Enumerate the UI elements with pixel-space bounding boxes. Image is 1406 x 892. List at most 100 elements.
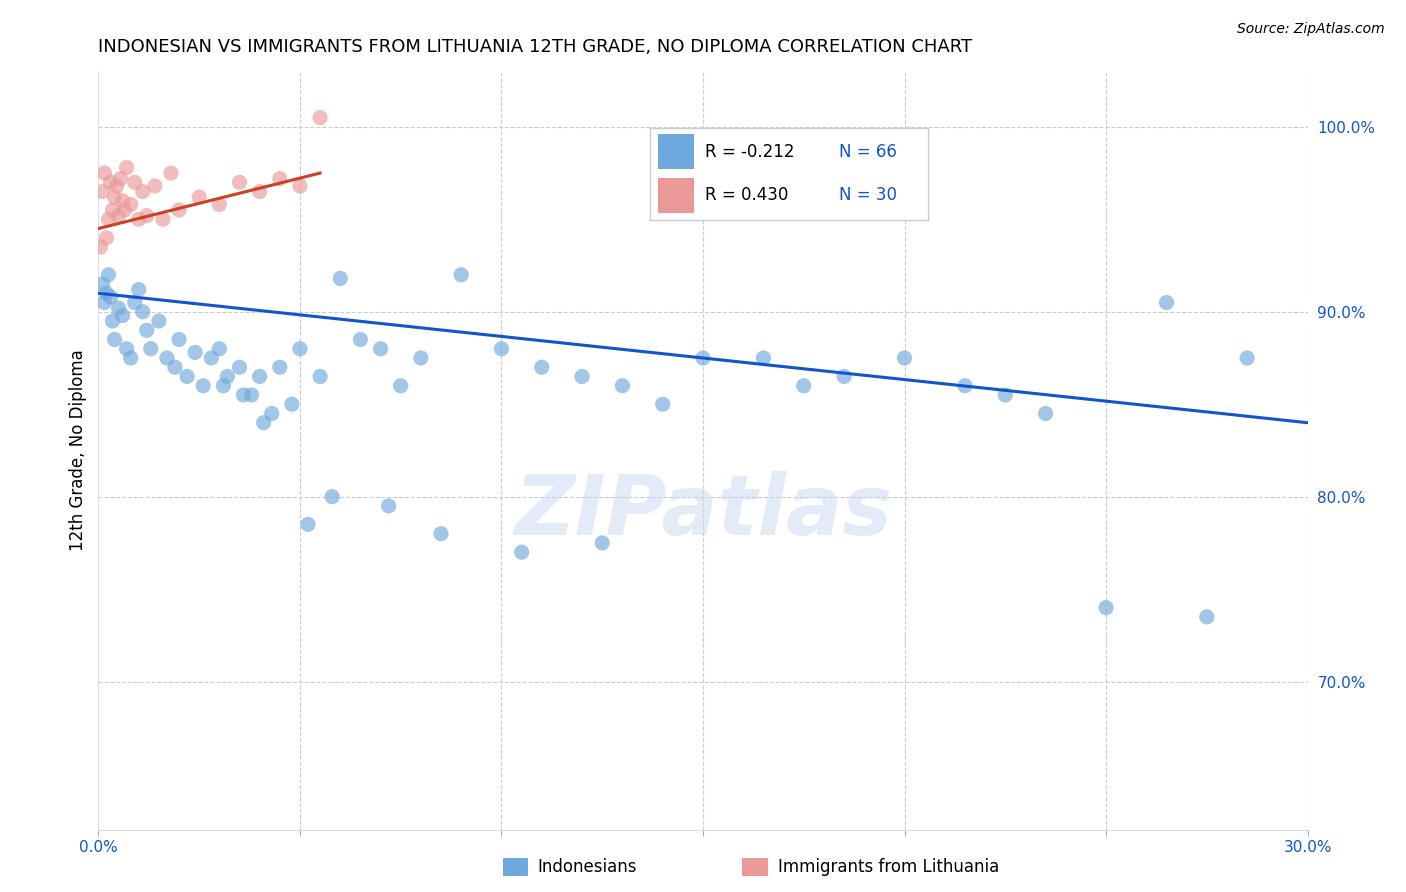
Point bbox=[994, 388, 1017, 402]
Point bbox=[269, 360, 291, 375]
Point bbox=[228, 360, 250, 375]
Point bbox=[91, 277, 114, 291]
Point bbox=[124, 295, 146, 310]
Point bbox=[409, 351, 432, 365]
Point bbox=[232, 388, 254, 402]
FancyBboxPatch shape bbox=[658, 134, 695, 169]
Point bbox=[188, 190, 211, 204]
Point bbox=[105, 179, 128, 194]
Point bbox=[491, 342, 513, 356]
Point bbox=[132, 185, 155, 199]
Point bbox=[450, 268, 472, 282]
Point bbox=[96, 231, 118, 245]
Point bbox=[120, 197, 142, 211]
Text: R = 0.430: R = 0.430 bbox=[706, 186, 789, 204]
Point bbox=[217, 369, 239, 384]
Point bbox=[253, 416, 276, 430]
Point bbox=[208, 342, 231, 356]
Point bbox=[832, 369, 855, 384]
Point bbox=[111, 309, 134, 323]
Point bbox=[156, 351, 179, 365]
Point bbox=[389, 378, 412, 392]
Point bbox=[107, 209, 129, 223]
Point bbox=[97, 212, 120, 227]
Point bbox=[100, 290, 122, 304]
Point bbox=[510, 545, 533, 559]
Point bbox=[893, 351, 915, 365]
Point bbox=[370, 342, 392, 356]
Point bbox=[200, 351, 222, 365]
Point bbox=[124, 175, 146, 189]
Point bbox=[184, 345, 207, 359]
Point bbox=[377, 499, 399, 513]
Point bbox=[1156, 295, 1178, 310]
Point bbox=[163, 360, 186, 375]
Point bbox=[167, 333, 190, 347]
Point bbox=[349, 333, 371, 347]
Point bbox=[101, 202, 124, 217]
Point bbox=[208, 197, 231, 211]
Point bbox=[115, 342, 138, 356]
Point bbox=[103, 333, 125, 347]
Point bbox=[212, 378, 235, 392]
Point bbox=[91, 185, 114, 199]
Point bbox=[249, 369, 271, 384]
Point bbox=[135, 323, 157, 337]
Point bbox=[193, 378, 215, 392]
Point bbox=[100, 175, 122, 189]
Point bbox=[176, 369, 198, 384]
Point bbox=[139, 342, 162, 356]
Point bbox=[692, 351, 714, 365]
Text: INDONESIAN VS IMMIGRANTS FROM LITHUANIA 12TH GRADE, NO DIPLOMA CORRELATION CHART: INDONESIAN VS IMMIGRANTS FROM LITHUANIA … bbox=[98, 38, 973, 56]
Point bbox=[110, 171, 132, 186]
Point bbox=[97, 268, 120, 282]
Point bbox=[288, 342, 311, 356]
Point bbox=[591, 536, 613, 550]
Point bbox=[752, 351, 775, 365]
Text: Immigrants from Lithuania: Immigrants from Lithuania bbox=[778, 858, 998, 876]
Point bbox=[571, 369, 593, 384]
Point bbox=[793, 378, 815, 392]
Point bbox=[152, 212, 174, 227]
Point bbox=[309, 369, 332, 384]
Point bbox=[96, 286, 118, 301]
Point bbox=[128, 212, 150, 227]
Point bbox=[651, 397, 673, 411]
Point bbox=[132, 305, 155, 319]
Point bbox=[160, 166, 183, 180]
Point bbox=[89, 240, 111, 254]
Point bbox=[101, 314, 124, 328]
Point bbox=[93, 295, 115, 310]
Point bbox=[143, 179, 166, 194]
Text: N = 30: N = 30 bbox=[839, 186, 897, 204]
Point bbox=[260, 407, 283, 421]
Point bbox=[120, 351, 142, 365]
Text: ZIPatlas: ZIPatlas bbox=[515, 471, 891, 551]
Point bbox=[249, 185, 271, 199]
Point bbox=[329, 271, 352, 285]
Point bbox=[953, 378, 976, 392]
Point bbox=[530, 360, 553, 375]
FancyBboxPatch shape bbox=[658, 178, 695, 213]
Point bbox=[167, 202, 190, 217]
Text: R = -0.212: R = -0.212 bbox=[706, 143, 794, 161]
Text: Indonesians: Indonesians bbox=[537, 858, 637, 876]
Point bbox=[103, 190, 125, 204]
Point bbox=[1095, 600, 1118, 615]
Point bbox=[114, 202, 136, 217]
Y-axis label: 12th Grade, No Diploma: 12th Grade, No Diploma bbox=[69, 350, 87, 551]
Text: N = 66: N = 66 bbox=[839, 143, 897, 161]
Point bbox=[240, 388, 263, 402]
Point bbox=[288, 179, 311, 194]
Point bbox=[148, 314, 170, 328]
Point bbox=[1035, 407, 1057, 421]
Point bbox=[115, 161, 138, 175]
Point bbox=[430, 526, 453, 541]
Point bbox=[107, 301, 129, 315]
Point bbox=[1236, 351, 1258, 365]
Point bbox=[128, 283, 150, 297]
Point bbox=[309, 111, 332, 125]
Point bbox=[321, 490, 343, 504]
Point bbox=[135, 209, 157, 223]
Point bbox=[297, 517, 319, 532]
